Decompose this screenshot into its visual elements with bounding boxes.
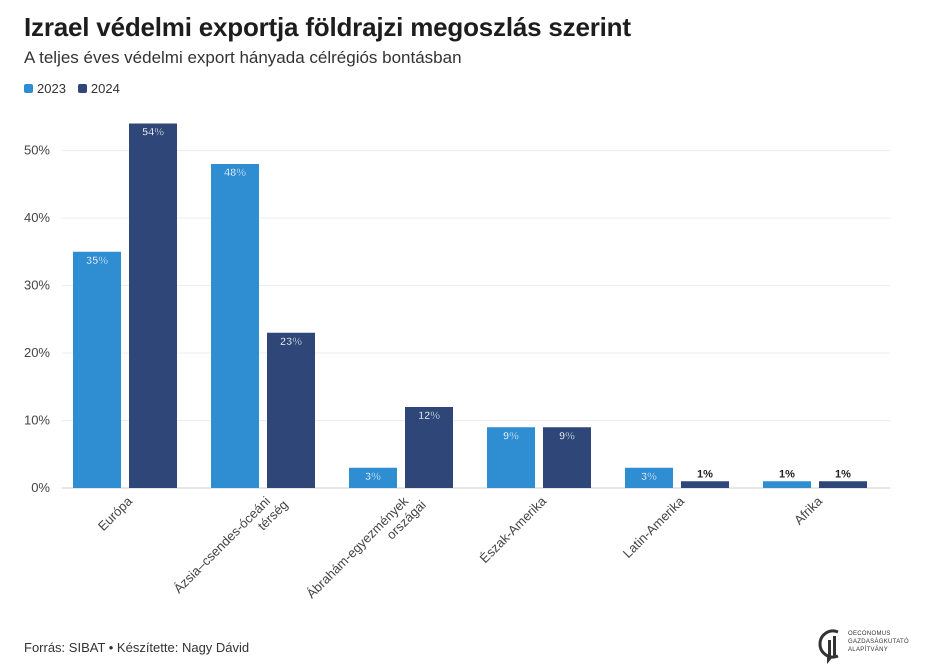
legend-swatch-2024 <box>77 84 87 93</box>
y-tick-label: 0% <box>31 480 50 495</box>
data-label: 1% <box>697 468 713 480</box>
x-tick-label: Afrika <box>791 493 826 528</box>
bar-2024 <box>405 407 453 488</box>
logo-line-2: GAZDASÁGKUTATÓ <box>848 639 909 645</box>
y-tick-label: 40% <box>24 210 50 225</box>
data-label: 3% <box>641 471 657 483</box>
x-tick-label-line: Ábrahám-egyezmények <box>303 493 411 601</box>
chart-subtitle: A teljes éves védelmi export hányada cél… <box>24 48 462 67</box>
data-label: 54% <box>142 127 164 139</box>
data-label: 9% <box>559 430 575 442</box>
x-tick-label: Ázsia–csendes-óceánitérség <box>171 486 291 606</box>
logo-line-1: OECONOMUS <box>848 631 891 637</box>
logo-text: OECONOMUS GAZDASÁGKUTATÓ ALAPÍTVÁNY <box>848 630 909 654</box>
bar-2024 <box>543 427 591 488</box>
x-tick-label-line: Európa <box>95 493 136 534</box>
bar-2023 <box>487 427 535 488</box>
data-label: 23% <box>280 336 302 348</box>
bar-2024 <box>267 332 315 488</box>
legend-label-2024: 2024 <box>90 81 120 96</box>
x-tick-label-line: Észak-Amerika <box>477 493 550 566</box>
data-label: 3% <box>365 471 381 483</box>
x-tick-label: Ábrahám-egyezményekországai <box>303 486 428 611</box>
bar-2024 <box>129 123 177 488</box>
legend: 2023 2024 <box>24 81 120 96</box>
x-tick-label: Észak-Amerika <box>477 493 550 566</box>
data-label: 35% <box>86 255 108 267</box>
bar-2024 <box>681 481 729 488</box>
x-tick-label-line: Afrika <box>791 493 826 528</box>
bar-2023 <box>625 467 673 488</box>
x-tick-label-line: Latin-Amerika <box>620 493 688 561</box>
x-tick-label: Latin-Amerika <box>620 493 688 561</box>
bar-chart: 0% 10% 20% 30% 40% 50% 35% 54% Európa 48% 23% Ázsia… <box>24 123 890 611</box>
chart-title: Izrael védelmi exportja földrajzi megosz… <box>24 12 631 42</box>
logo-line-3: ALAPÍTVÁNY <box>848 647 889 653</box>
logo-mark-icon <box>818 629 839 664</box>
oeconomus-logo: OECONOMUS GAZDASÁGKUTATÓ ALAPÍTVÁNY <box>818 626 928 666</box>
y-tick-label: 50% <box>24 143 50 158</box>
legend-item-2023: 2023 <box>24 81 66 96</box>
bar-2023 <box>349 467 397 488</box>
y-tick-label: 10% <box>24 413 50 428</box>
data-label: 9% <box>503 430 519 442</box>
legend-swatch-2023 <box>24 84 33 93</box>
bar-2023 <box>763 481 811 488</box>
bar-2023 <box>73 251 121 488</box>
y-tick-label: 20% <box>24 345 50 360</box>
x-tick-label-line: Ázsia–csendes-óceáni <box>171 493 274 596</box>
legend-item-2024: 2024 <box>77 81 120 96</box>
legend-label-2023: 2023 <box>37 81 66 96</box>
data-label: 1% <box>835 468 851 480</box>
bar-2023 <box>211 164 259 488</box>
data-label: 1% <box>779 468 795 480</box>
data-label: 48% <box>224 167 246 179</box>
y-tick-label: 30% <box>24 278 50 293</box>
data-label: 12% <box>418 410 440 422</box>
bar-2024 <box>819 481 867 488</box>
x-tick-label: Európa <box>95 493 136 534</box>
source-footer: Forrás: SIBAT • Készítette: Nagy Dávid <box>24 640 250 655</box>
